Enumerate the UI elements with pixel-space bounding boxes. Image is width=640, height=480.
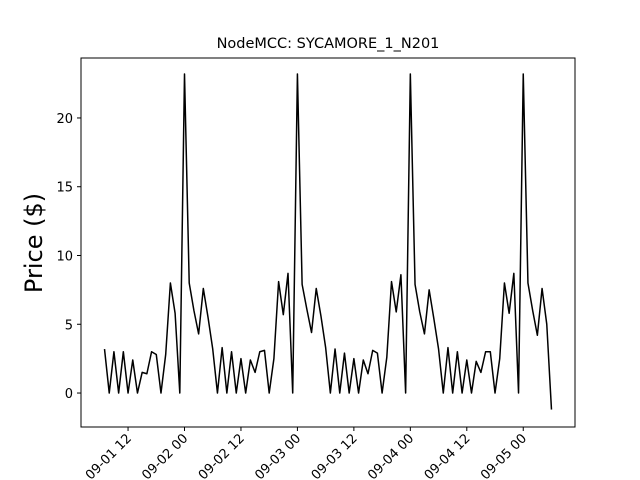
chart-title: NodeMCC: SYCAMORE_1_N201 [217,36,440,52]
price-line [103,73,553,410]
x-tick-label: 09-02 00 [139,431,191,480]
x-tick-label: 09-02 12 [196,431,248,480]
y-tick-label: 10 [56,249,73,264]
y-tick-label: 5 [65,318,73,333]
y-tick-label: 20 [56,112,73,127]
x-tick-label: 09-03 12 [309,431,361,480]
x-tick-label: 09-05 00 [478,431,530,480]
x-tick-label: 09-03 00 [252,431,304,480]
y-tick-label: 15 [56,181,73,196]
x-tick-label: 09-04 00 [365,431,417,480]
x-tick-label: 09-04 12 [422,431,474,480]
plot-frame [80,57,576,428]
y-tick-label: 0 [65,387,73,402]
x-tick-label: 09-01 12 [83,431,135,480]
y-axis-label: Price ($) [20,193,48,293]
